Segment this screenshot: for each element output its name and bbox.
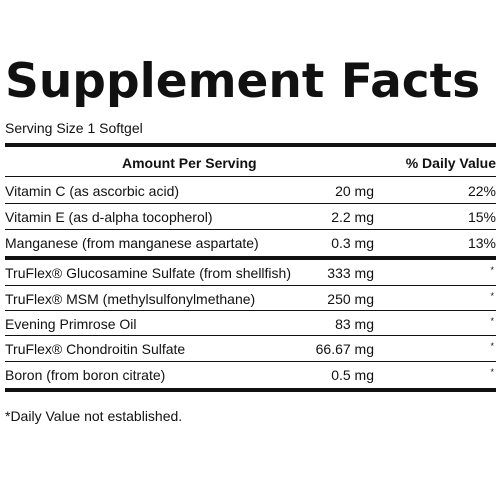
ingredient-amount: 250 mg: [327, 291, 374, 307]
ingredient-dv: *: [490, 316, 494, 326]
nutrient-dv: 22%: [467, 183, 496, 199]
ingredient-amount: 66.67 mg: [315, 341, 374, 357]
nutrient-name: Vitamin C (as ascorbic acid): [5, 183, 180, 199]
row-divider: [5, 285, 496, 286]
panel-title: Supplement Facts: [5, 54, 481, 109]
ingredient-name: Boron (from boron citrate): [5, 367, 166, 383]
ingredient-name: TruFlex® Chondroitin Sulfate: [5, 341, 186, 357]
nutrient-amount: 2.2 mg: [331, 209, 374, 225]
nutrient-name: Vitamin E (as d-alpha tocopherol): [5, 209, 213, 225]
nutrient-name: Manganese (from manganese aspartate): [5, 235, 259, 251]
row-divider: [5, 335, 496, 336]
ingredient-dv: *: [490, 367, 494, 377]
bottom-rule: [5, 388, 496, 392]
nutrient-row-manganese: Manganese (from manganese aspartate) 0.3…: [5, 231, 496, 255]
ingredient-amount: 0.5 mg: [331, 367, 374, 383]
nutrient-amount: 0.3 mg: [331, 235, 374, 251]
nutrient-amount: 20 mg: [335, 183, 374, 199]
nutrient-row-vitamin-e: Vitamin E (as d-alpha tocopherol) 2.2 mg…: [5, 205, 496, 229]
ingredient-row-glucosamine: TruFlex® Glucosamine Sulfate (from shell…: [5, 261, 496, 285]
ingredient-row-chondroitin: TruFlex® Chondroitin Sulfate 66.67 mg *: [5, 337, 496, 361]
amount-per-serving-header: Amount Per Serving: [122, 155, 257, 171]
footnote: *Daily Value not established.: [5, 408, 183, 424]
ingredient-dv: *: [490, 265, 494, 275]
ingredient-row-primrose: Evening Primrose Oil 83 mg *: [5, 312, 496, 336]
row-divider: [5, 229, 496, 230]
header-rule: [5, 176, 496, 177]
daily-value-header: % Daily Value: [405, 155, 496, 171]
ingredient-row-boron: Boron (from boron citrate) 0.5 mg *: [5, 363, 496, 387]
row-divider: [5, 310, 496, 311]
row-divider: [5, 203, 496, 204]
section-rule: [5, 256, 496, 260]
ingredient-amount: 83 mg: [335, 316, 374, 332]
ingredient-dv: *: [490, 341, 494, 351]
row-divider: [5, 361, 496, 362]
nutrient-dv: 13%: [467, 235, 496, 251]
ingredient-row-msm: TruFlex® MSM (methylsulfonylmethane) 250…: [5, 287, 496, 311]
serving-size: Serving Size 1 Softgel: [5, 120, 143, 136]
ingredient-name: TruFlex® MSM (methylsulfonylmethane): [5, 291, 256, 307]
ingredient-name: Evening Primrose Oil: [5, 316, 137, 332]
nutrient-row-vitamin-c: Vitamin C (as ascorbic acid) 20 mg 22%: [5, 179, 496, 203]
top-rule: [5, 143, 496, 147]
ingredient-dv: *: [490, 291, 494, 301]
ingredient-name: TruFlex® Glucosamine Sulfate (from shell…: [5, 265, 291, 281]
nutrient-dv: 15%: [467, 209, 496, 225]
ingredient-amount: 333 mg: [327, 265, 374, 281]
